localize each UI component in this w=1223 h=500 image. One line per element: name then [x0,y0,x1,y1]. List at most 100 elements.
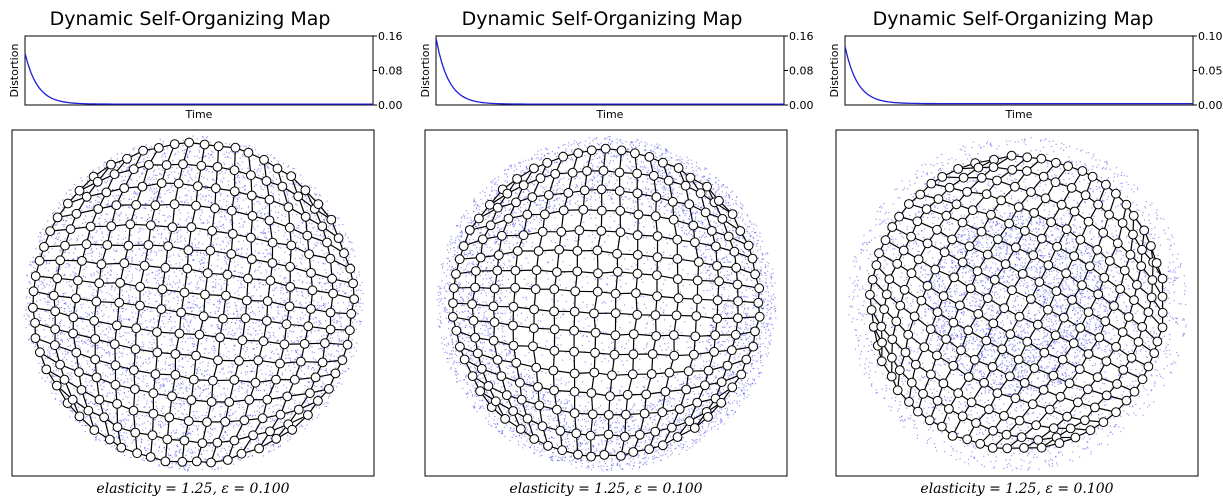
sample-point [135,416,137,418]
sample-point [160,249,162,251]
sample-point [229,370,231,372]
sample-point [349,351,351,353]
sample-point [217,254,219,256]
sample-point [333,321,335,323]
sample-point [203,389,205,391]
sample-point [240,283,242,285]
sample-point [178,399,180,401]
sample-point [358,274,360,276]
sample-point [308,241,310,243]
sample-point [306,210,308,212]
sample-point [309,345,311,347]
sample-point [307,295,309,297]
sample-point [225,263,228,265]
sample-point [196,288,198,290]
sample-point [133,149,135,151]
sample-point [278,198,280,200]
sample-point [218,456,220,458]
sample-point [127,206,130,208]
sample-point [302,281,304,283]
sample-point [198,151,200,153]
sample-point [151,335,153,337]
sample-point [313,260,315,262]
sample-point [83,275,85,277]
sample-point [284,251,286,253]
sample-point [213,365,215,367]
sample-point [310,330,312,332]
sample-point [192,350,194,352]
sample-point [162,383,164,385]
sample-point [302,243,304,246]
sample-point [201,469,203,471]
sample-point [261,164,263,166]
sample-point [143,168,145,170]
sample-point [193,404,195,406]
sample-point [242,348,244,350]
sample-point [293,363,295,365]
sample-point [178,360,180,362]
sample-point [91,385,93,387]
sample-point [26,274,28,276]
sample-point [131,425,133,427]
sample-point [53,376,55,378]
sample-point [231,339,233,341]
sample-point [98,168,100,170]
sample-point [227,313,229,315]
sample-point [257,405,259,407]
sample-point [268,451,270,453]
sample-point [247,232,249,234]
sample-point [143,422,145,424]
sample-point [247,448,249,450]
sample-point [140,441,142,443]
sample-point [181,272,183,274]
sample-point [308,381,310,383]
sample-point [198,366,200,369]
sample-point [240,428,242,430]
sample-point [97,313,99,315]
sample-point [353,250,355,252]
sample-point [223,153,225,155]
sample-point [117,437,119,439]
sample-point [141,334,143,336]
sample-point [42,283,45,285]
sample-point [312,249,314,251]
sample-point [211,468,213,470]
sample-point [228,414,230,416]
sample-point [53,288,55,290]
sample-point [314,330,316,332]
sample-point [148,416,150,418]
sample-point [219,192,221,194]
sample-point [260,179,262,181]
sample-point [272,195,274,197]
sample-point [309,318,311,320]
sample-point [256,243,258,245]
sample-point [35,268,37,270]
sample-point [300,174,302,176]
sample-point [75,310,77,312]
sample-point [109,392,111,394]
sample-point [268,167,270,169]
sample-point [111,446,113,448]
sample-point [345,325,347,327]
sample-point [82,317,84,319]
sample-point [221,272,223,274]
sample-point [43,241,46,243]
sample-point [51,380,53,382]
sample-point [161,320,163,322]
sample-point [96,230,98,232]
sample-point [163,392,165,394]
sample-point [226,356,228,358]
sample-point [46,324,48,326]
sample-point [256,212,258,214]
sample-point [151,146,153,148]
sample-point [109,179,111,181]
sample-point [194,238,196,240]
sample-point [338,217,340,219]
sample-point [242,176,244,179]
sample-point [119,393,121,395]
sample-point [154,236,156,238]
sample-point [183,432,185,434]
sample-point [188,179,190,181]
sample-point [211,348,213,350]
sample-point [147,214,150,216]
